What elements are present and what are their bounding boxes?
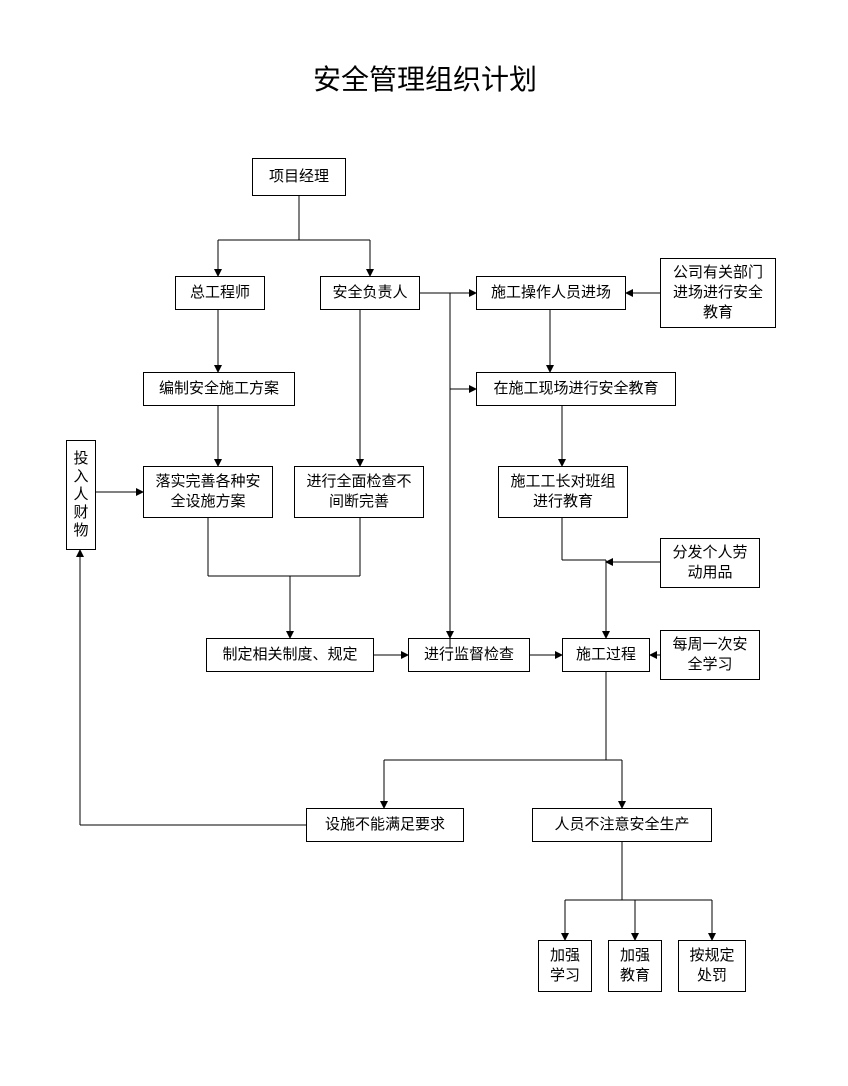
node-invest-char3: 人 bbox=[73, 486, 88, 504]
node-implement: 落实完善各种安全设施方案 bbox=[143, 466, 273, 518]
node-supervise: 进行监督检查 bbox=[408, 638, 530, 672]
node-workers: 施工操作人员进场 bbox=[476, 276, 626, 310]
node-plan: 编制安全施工方案 bbox=[143, 372, 295, 406]
node-educate: 加强教育 bbox=[608, 940, 662, 992]
node-invest-char5: 物 bbox=[73, 522, 88, 540]
diagram-title: 安全管理组织计划 bbox=[270, 58, 580, 98]
node-invest-char4: 财 bbox=[73, 504, 88, 522]
node-safety: 安全负责人 bbox=[320, 276, 420, 310]
node-ppe: 分发个人劳动用品 bbox=[660, 538, 760, 588]
flowchart-canvas: 安全管理组织计划 项目经理 总工程师 安全负责人 施工操作人员进场 公司有关部门… bbox=[0, 0, 848, 1086]
node-weekly: 每周一次安全学习 bbox=[660, 630, 760, 680]
node-chief: 总工程师 bbox=[175, 276, 265, 310]
node-company: 公司有关部门进场进行安全教育 bbox=[660, 258, 776, 328]
node-invest: 投 入 人 财 物 bbox=[66, 440, 96, 550]
node-rules: 制定相关制度、规定 bbox=[206, 638, 374, 672]
node-foreman: 施工工长对班组进行教育 bbox=[498, 466, 628, 518]
node-study: 加强学习 bbox=[538, 940, 592, 992]
node-invest-char1: 投 bbox=[73, 450, 88, 468]
node-siteedu: 在施工现场进行安全教育 bbox=[476, 372, 676, 406]
node-pm: 项目经理 bbox=[252, 158, 346, 196]
node-punish: 按规定处罚 bbox=[678, 940, 746, 992]
node-careless: 人员不注意安全生产 bbox=[532, 808, 712, 842]
node-process: 施工过程 bbox=[562, 638, 650, 672]
node-facility: 设施不能满足要求 bbox=[306, 808, 464, 842]
node-invest-char2: 入 bbox=[73, 468, 88, 486]
node-inspect: 进行全面检查不间断完善 bbox=[294, 466, 424, 518]
